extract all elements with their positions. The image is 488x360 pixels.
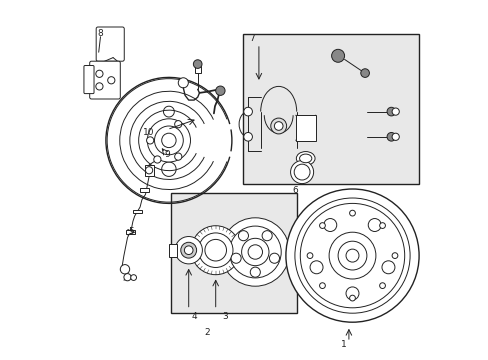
- Circle shape: [309, 261, 323, 274]
- Circle shape: [174, 121, 182, 128]
- Circle shape: [360, 69, 368, 77]
- Text: 10: 10: [143, 128, 155, 137]
- Circle shape: [107, 77, 115, 84]
- Circle shape: [269, 253, 279, 263]
- Circle shape: [123, 274, 131, 281]
- Circle shape: [96, 83, 103, 90]
- Circle shape: [391, 108, 399, 115]
- Circle shape: [262, 231, 272, 241]
- Circle shape: [386, 132, 395, 141]
- Circle shape: [306, 253, 312, 258]
- Circle shape: [120, 265, 129, 274]
- Circle shape: [294, 198, 409, 313]
- Text: 3: 3: [222, 311, 227, 320]
- Circle shape: [346, 287, 358, 300]
- Circle shape: [147, 119, 190, 162]
- Circle shape: [162, 133, 176, 148]
- FancyBboxPatch shape: [84, 66, 94, 94]
- Circle shape: [285, 189, 418, 322]
- Circle shape: [337, 241, 366, 270]
- Circle shape: [247, 245, 262, 259]
- Circle shape: [184, 246, 193, 255]
- Circle shape: [175, 237, 202, 264]
- Circle shape: [391, 133, 399, 140]
- Circle shape: [244, 107, 252, 116]
- FancyBboxPatch shape: [96, 27, 124, 61]
- Text: 1: 1: [340, 341, 346, 349]
- Circle shape: [96, 70, 103, 77]
- Circle shape: [379, 283, 385, 288]
- Circle shape: [274, 122, 283, 130]
- Text: 8: 8: [98, 29, 103, 37]
- Circle shape: [153, 156, 161, 163]
- Circle shape: [319, 283, 325, 288]
- Circle shape: [290, 161, 313, 184]
- Circle shape: [215, 86, 224, 95]
- Bar: [170, 193, 296, 313]
- Bar: [242, 34, 418, 184]
- Circle shape: [270, 118, 286, 134]
- Circle shape: [367, 219, 381, 231]
- Circle shape: [178, 78, 188, 88]
- Circle shape: [231, 253, 241, 263]
- Circle shape: [146, 137, 153, 144]
- Circle shape: [300, 203, 404, 308]
- Text: 7: 7: [248, 34, 254, 43]
- Circle shape: [250, 267, 260, 277]
- Circle shape: [328, 232, 375, 279]
- Circle shape: [349, 210, 355, 216]
- Bar: [140, 188, 148, 192]
- Circle shape: [346, 249, 358, 262]
- Text: 6: 6: [291, 186, 297, 194]
- Circle shape: [229, 226, 281, 278]
- Circle shape: [191, 226, 240, 275]
- Circle shape: [238, 231, 248, 241]
- Text: 4: 4: [192, 311, 197, 320]
- Circle shape: [204, 239, 226, 261]
- Bar: [168, 244, 177, 257]
- Circle shape: [331, 49, 344, 62]
- Circle shape: [379, 223, 385, 229]
- Ellipse shape: [296, 152, 314, 165]
- Text: 5: 5: [128, 227, 134, 236]
- Circle shape: [181, 242, 196, 258]
- Circle shape: [381, 261, 394, 274]
- Circle shape: [130, 275, 136, 280]
- Bar: [194, 66, 200, 73]
- Circle shape: [244, 132, 252, 141]
- Ellipse shape: [299, 154, 311, 163]
- Circle shape: [193, 60, 202, 68]
- Text: 2: 2: [203, 328, 209, 337]
- Circle shape: [349, 295, 355, 301]
- Circle shape: [386, 107, 395, 116]
- Text: 9: 9: [164, 150, 170, 158]
- Circle shape: [294, 164, 309, 180]
- Circle shape: [198, 233, 232, 267]
- Circle shape: [221, 218, 289, 286]
- Circle shape: [391, 253, 397, 258]
- Circle shape: [154, 126, 183, 155]
- Circle shape: [319, 223, 325, 229]
- Circle shape: [174, 153, 182, 160]
- Circle shape: [323, 219, 336, 231]
- Bar: [295, 115, 315, 141]
- Bar: [126, 230, 134, 234]
- FancyBboxPatch shape: [89, 61, 120, 99]
- Bar: [144, 165, 153, 176]
- Bar: [133, 210, 142, 213]
- Circle shape: [145, 167, 152, 174]
- Circle shape: [241, 238, 268, 266]
